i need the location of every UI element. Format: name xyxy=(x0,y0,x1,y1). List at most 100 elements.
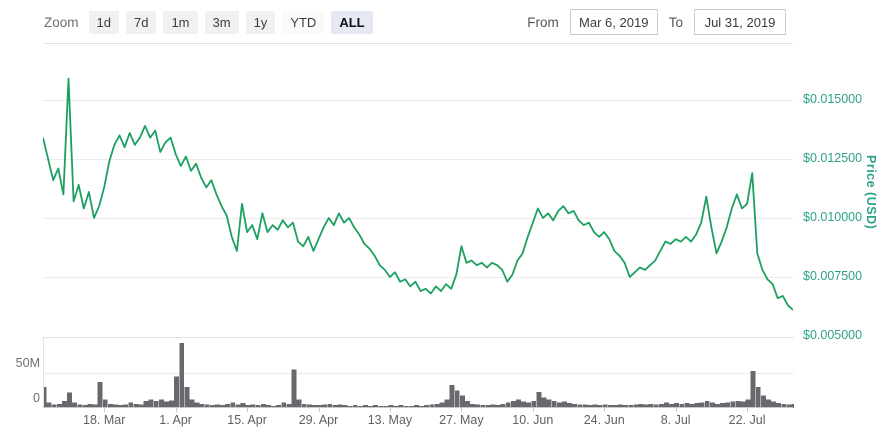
volume-bar xyxy=(505,402,511,408)
volume-bar xyxy=(368,405,373,408)
volume-bar xyxy=(408,405,414,408)
volume-bar xyxy=(342,405,348,408)
volume-bar xyxy=(730,401,736,408)
volume-bar-chart xyxy=(44,342,794,408)
volume-bar xyxy=(97,382,103,408)
volume-bar xyxy=(56,403,62,408)
from-date-input[interactable] xyxy=(569,9,658,35)
volume-bar xyxy=(296,399,302,408)
volume-bar xyxy=(204,404,210,408)
zoom-button-1m[interactable]: 1m xyxy=(163,10,198,34)
zoom-button-3m[interactable]: 3m xyxy=(204,10,239,34)
volume-bar xyxy=(46,402,52,408)
volume-bar xyxy=(449,384,455,408)
volume-bar xyxy=(623,405,629,408)
volume-bar xyxy=(225,403,231,408)
zoom-button-1d[interactable]: 1d xyxy=(88,10,119,34)
volume-bar xyxy=(306,404,312,408)
volume-bar xyxy=(480,405,486,408)
volume-bar xyxy=(618,404,623,408)
volume-bar xyxy=(209,405,215,408)
volume-bar xyxy=(235,404,241,408)
volume-bar xyxy=(347,405,353,408)
volume-bar xyxy=(301,403,307,408)
volume-bar xyxy=(633,404,639,408)
volume-bar xyxy=(169,400,174,408)
volume-bar xyxy=(526,402,532,408)
volume-bar xyxy=(174,376,180,408)
volume-bar xyxy=(562,401,567,408)
volume-bar xyxy=(735,401,741,408)
volume-bar xyxy=(332,405,338,408)
volume-bar xyxy=(771,401,776,408)
volume-bar xyxy=(158,399,164,408)
volume-bar xyxy=(694,403,700,408)
volume-bar xyxy=(291,369,297,408)
x-axis-tick-label: 13. May xyxy=(367,413,413,427)
date-range-controls: From To xyxy=(527,9,786,35)
price-pane[interactable] xyxy=(43,43,793,336)
volume-bar xyxy=(164,401,169,408)
volume-bar xyxy=(429,404,435,408)
volume-bar xyxy=(577,404,583,408)
volume-bar xyxy=(357,405,363,408)
volume-bar xyxy=(521,401,526,408)
volume-bar xyxy=(791,403,794,408)
volume-bar xyxy=(424,405,430,408)
volume-bar xyxy=(398,405,404,408)
volume-bar xyxy=(638,403,644,408)
volume-bar xyxy=(485,405,491,408)
volume-bar xyxy=(597,405,603,408)
volume-bar xyxy=(679,403,685,408)
x-axis-tick-label: 1. Apr xyxy=(159,413,192,427)
volume-bar xyxy=(184,387,190,408)
to-date-input[interactable] xyxy=(694,9,786,35)
volume-bar xyxy=(781,403,787,408)
volume-bar xyxy=(44,387,47,408)
x-axis-tick-label: 18. Mar xyxy=(83,413,126,427)
volume-bar xyxy=(465,401,470,408)
volume-bar xyxy=(403,405,409,408)
volume-bar xyxy=(87,403,93,408)
zoom-button-1y[interactable]: 1y xyxy=(245,10,276,34)
price-axis-title: Price (USD) xyxy=(864,155,878,230)
volume-bar xyxy=(689,403,695,408)
volume-pane[interactable] xyxy=(43,337,794,408)
volume-bar xyxy=(414,405,419,408)
volume-bar xyxy=(337,404,343,408)
zoom-button-ytd[interactable]: YTD xyxy=(282,10,325,34)
volume-bar xyxy=(143,401,149,408)
volume-bar xyxy=(123,404,129,408)
volume-bar xyxy=(271,405,276,408)
volume-bar xyxy=(546,399,552,408)
volume-bar xyxy=(674,403,680,408)
volume-bar xyxy=(709,402,715,408)
volume-bar xyxy=(113,404,118,408)
volume-bar xyxy=(194,402,200,408)
volume-bar xyxy=(388,405,394,408)
price-series-line xyxy=(43,77,793,311)
zoom-button-all[interactable]: ALL xyxy=(331,10,373,34)
volume-bar xyxy=(648,403,654,408)
x-axis-tick-label: 24. Jun xyxy=(583,413,625,427)
to-label: To xyxy=(668,14,683,30)
x-axis-tick-label: 15. Apr xyxy=(227,413,267,427)
volume-bar xyxy=(322,404,328,408)
volume-bar xyxy=(352,405,358,408)
volume-bar xyxy=(312,405,317,408)
x-axis-tick-label: 10. Jun xyxy=(512,413,554,427)
volume-bar xyxy=(516,399,521,408)
volume-bar xyxy=(383,405,389,408)
volume-bar xyxy=(607,405,613,408)
volume-bar xyxy=(613,405,618,408)
volume-bar xyxy=(684,403,690,408)
volume-bar xyxy=(536,391,542,408)
volume-bar xyxy=(766,399,771,408)
volume-bar xyxy=(363,405,368,408)
volume-bar xyxy=(240,403,246,408)
volume-bar xyxy=(276,405,282,408)
zoom-button-7d[interactable]: 7d xyxy=(125,10,157,34)
volume-bar xyxy=(107,403,113,408)
